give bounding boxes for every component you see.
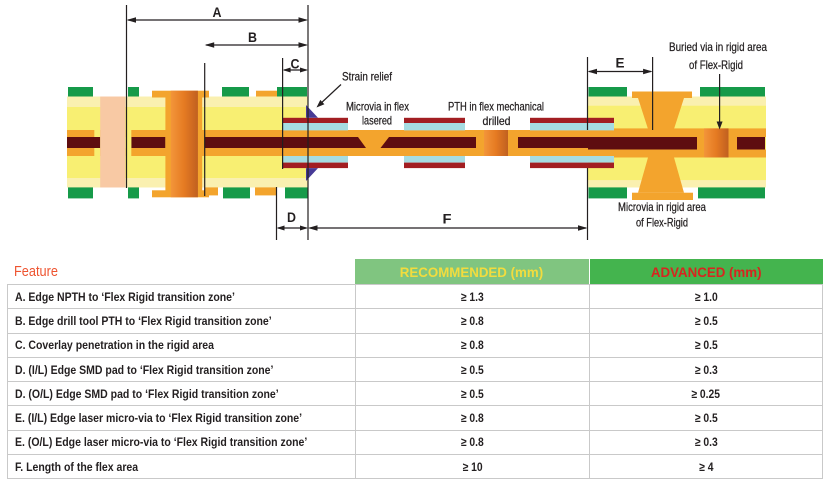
svg-text:A: A bbox=[213, 4, 222, 20]
svg-text:Microvia in flex: Microvia in flex bbox=[346, 100, 409, 114]
svg-text:Strain relief: Strain relief bbox=[342, 70, 393, 84]
svg-text:D: D bbox=[287, 209, 296, 225]
svg-text:C: C bbox=[291, 56, 300, 72]
svg-text:B: B bbox=[248, 29, 257, 45]
svg-text:F: F bbox=[443, 211, 452, 227]
svg-text:E: E bbox=[616, 55, 625, 71]
svg-text:lasered: lasered bbox=[362, 114, 392, 128]
svg-text:of Flex-Rigid: of Flex-Rigid bbox=[636, 216, 688, 230]
svg-text:Buried via in rigid area: Buried via in rigid area bbox=[669, 40, 767, 54]
svg-text:of Flex-Rigid: of Flex-Rigid bbox=[689, 58, 743, 72]
svg-text:PTH in flex mechanical: PTH in flex mechanical bbox=[448, 100, 544, 114]
svg-text:drilled: drilled bbox=[483, 114, 511, 128]
svg-text:Microvia in rigid area: Microvia in rigid area bbox=[618, 200, 706, 214]
